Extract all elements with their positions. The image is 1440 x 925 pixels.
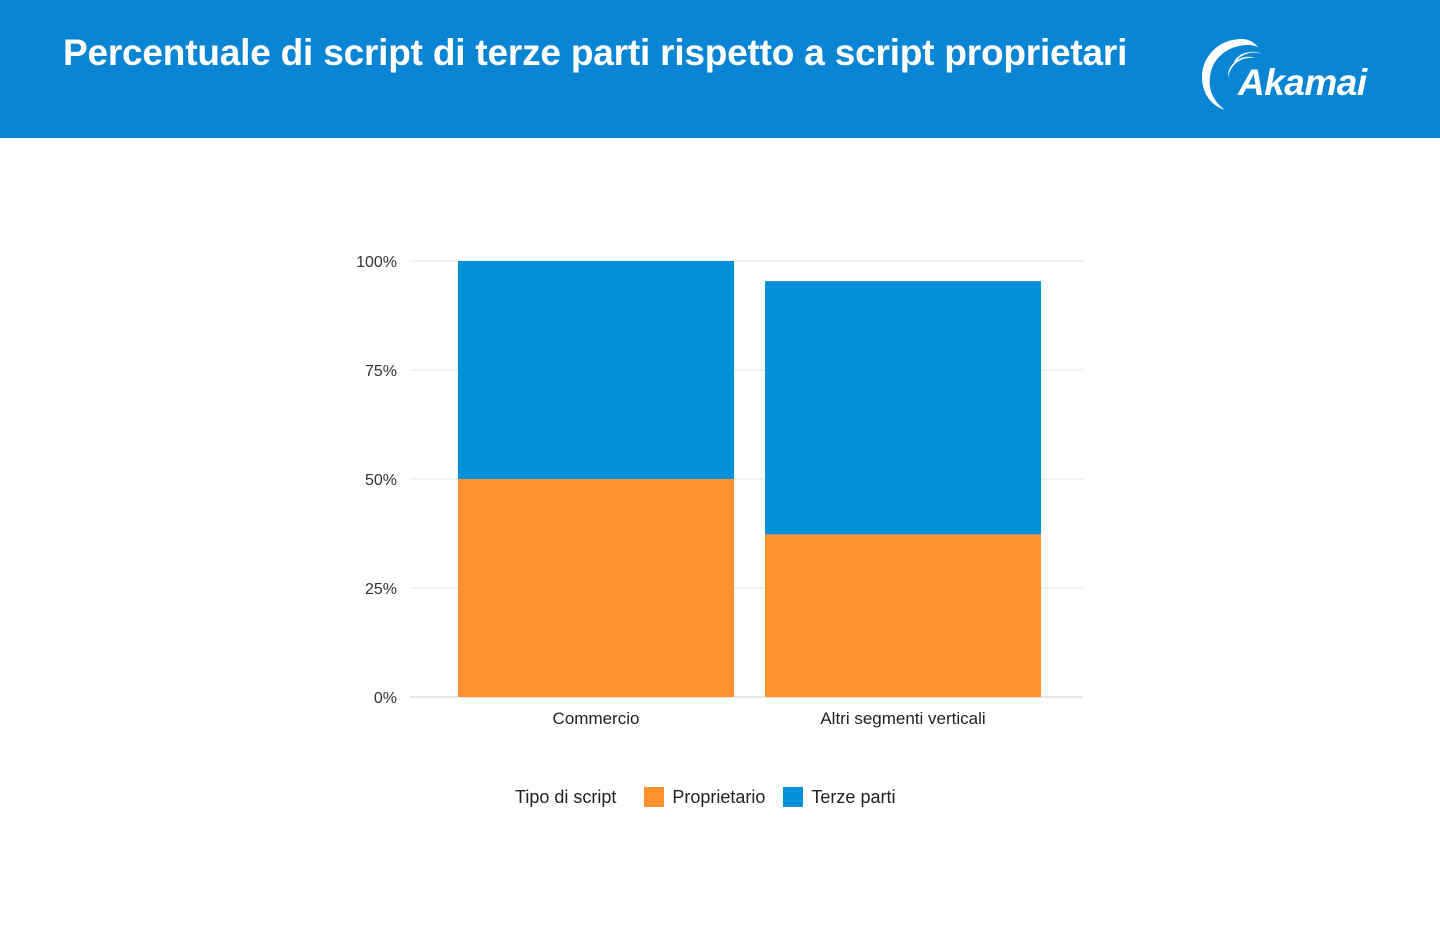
legend-label-proprietario: Proprietario — [672, 786, 766, 807]
bar-proprietario-0 — [458, 479, 734, 697]
x-tick-label: Commercio — [553, 709, 640, 728]
legend-swatch-proprietario — [644, 787, 665, 807]
y-tick-label: 0% — [374, 690, 397, 707]
header-bar: Percentuale di script di terze parti ris… — [0, 0, 1440, 138]
akamai-logo: Akamai — [1198, 30, 1398, 115]
bars — [458, 261, 1041, 697]
bar-proprietario-1 — [765, 534, 1041, 697]
y-tick-label: 25% — [365, 581, 397, 598]
legend-item-proprietario: Proprietario — [644, 787, 765, 808]
bar-terze-parti-1 — [765, 281, 1041, 535]
y-tick-label: 75% — [365, 363, 397, 380]
legend-item-terze-parti: Terze parti — [783, 787, 895, 808]
chart-legend: Tipo di script Proprietario Terze parti — [515, 785, 913, 809]
logo-text: Akamai — [1238, 62, 1367, 103]
akamai-swoosh-icon — [1202, 39, 1262, 110]
bar-terze-parti-0 — [458, 261, 734, 479]
legend-swatch-terze-parti — [783, 787, 804, 807]
y-tick-label: 50% — [365, 472, 397, 489]
y-tick-label: 100% — [356, 254, 397, 271]
x-tick-label: Altri segmenti verticali — [820, 709, 985, 728]
legend-label-terze-parti: Terze parti — [811, 786, 896, 807]
legend-title: Tipo di script — [515, 786, 617, 807]
page-title: Percentuale di script di terze parti ris… — [63, 32, 1128, 73]
axis-labels: 0% 25% 50% 75% 100% Commercio Altri segmenti v… — [356, 254, 986, 728]
